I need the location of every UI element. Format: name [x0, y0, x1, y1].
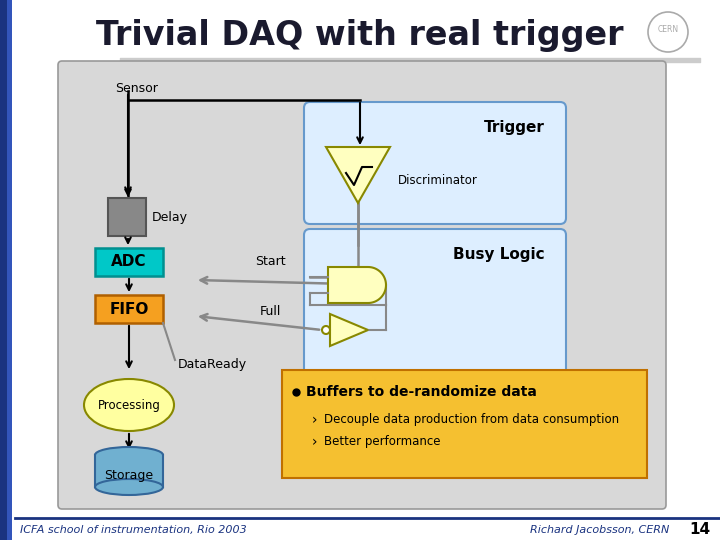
Text: Trivial DAQ with real trigger: Trivial DAQ with real trigger: [96, 18, 624, 51]
Bar: [95, 455, 163, 487]
Circle shape: [322, 326, 330, 334]
Bar: [0, 0, 7, 540]
Ellipse shape: [84, 379, 174, 431]
Text: Richard Jacobsson, CERN: Richard Jacobsson, CERN: [530, 525, 670, 535]
Text: FIFO: FIFO: [109, 301, 149, 316]
Text: DataReady: DataReady: [178, 358, 247, 371]
Text: Start: Start: [255, 255, 285, 268]
Bar: [95, 248, 163, 276]
Text: ›: ›: [312, 435, 318, 449]
Polygon shape: [326, 147, 390, 203]
FancyBboxPatch shape: [304, 102, 566, 224]
Text: ›: ›: [312, 413, 318, 427]
Text: Storage: Storage: [104, 469, 153, 482]
Text: Trigger: Trigger: [484, 120, 545, 135]
Text: Decouple data production from data consumption: Decouple data production from data consu…: [324, 414, 619, 427]
Bar: [95, 295, 163, 323]
Bar: [7, 0, 12, 540]
Text: Discriminator: Discriminator: [398, 173, 478, 186]
Text: Buffers to de-randomize data: Buffers to de-randomize data: [306, 385, 537, 399]
FancyBboxPatch shape: [282, 370, 647, 478]
Text: Sensor: Sensor: [115, 82, 158, 95]
Text: CERN: CERN: [657, 25, 678, 35]
FancyBboxPatch shape: [58, 61, 666, 509]
Text: Full: Full: [259, 305, 281, 318]
Ellipse shape: [95, 447, 163, 463]
Text: ICFA school of instrumentation, Rio 2003: ICFA school of instrumentation, Rio 2003: [20, 525, 247, 535]
Polygon shape: [330, 314, 368, 346]
Ellipse shape: [95, 479, 163, 495]
Text: ADC: ADC: [112, 254, 147, 269]
Polygon shape: [328, 267, 386, 303]
Text: Delay: Delay: [152, 211, 188, 224]
Bar: [108, 198, 146, 236]
Text: Processing: Processing: [98, 399, 161, 411]
Text: Busy Logic: Busy Logic: [454, 247, 545, 262]
Text: 14: 14: [690, 523, 711, 537]
FancyBboxPatch shape: [304, 229, 566, 376]
Text: Better performance: Better performance: [324, 435, 441, 449]
